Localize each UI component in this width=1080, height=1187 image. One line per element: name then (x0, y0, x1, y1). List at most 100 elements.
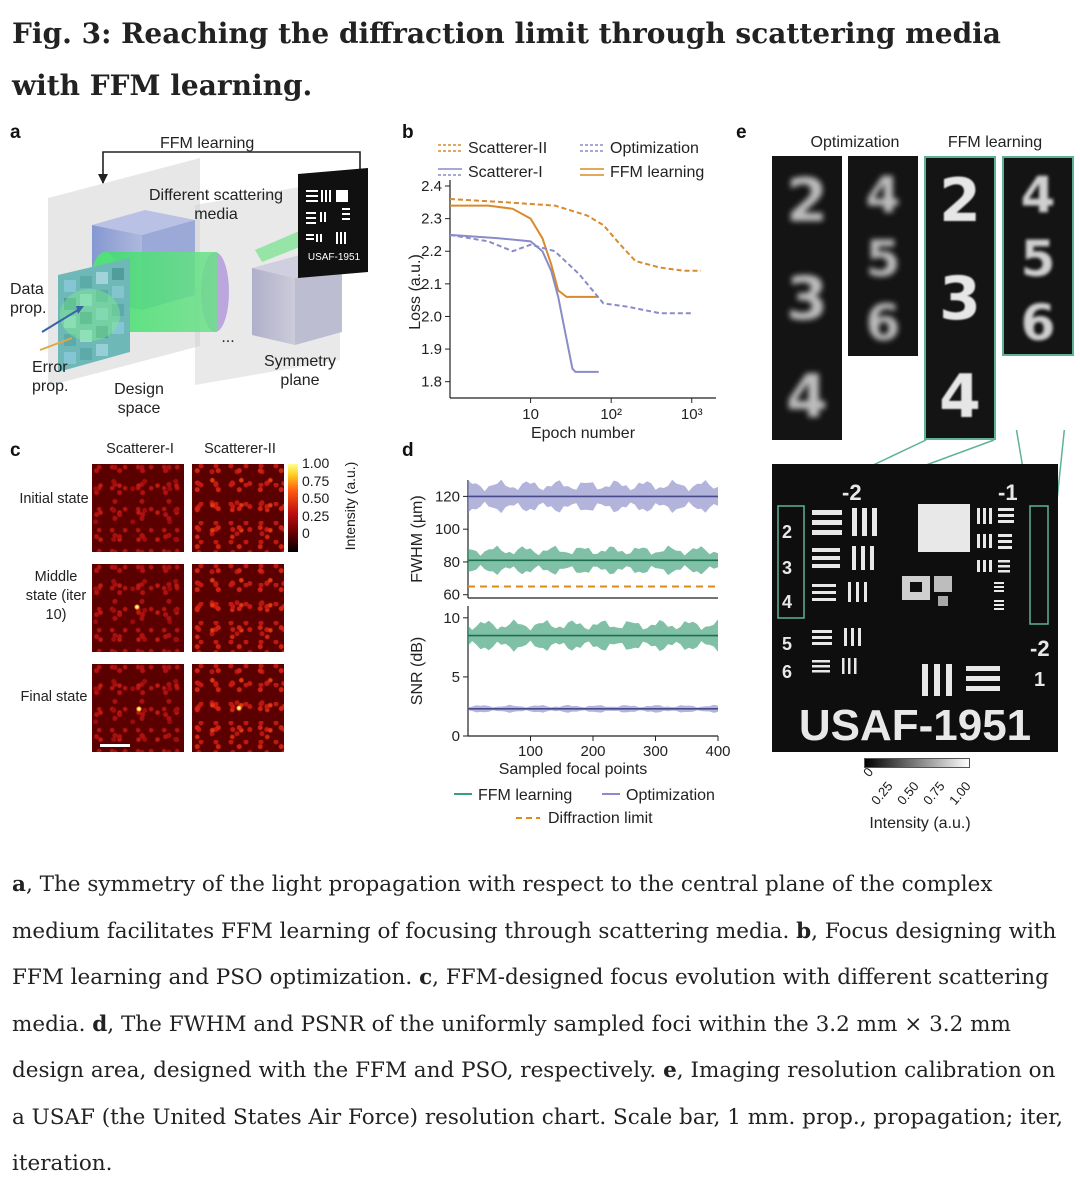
cbar-tick: 0 (302, 525, 310, 541)
arrow-down-icon (98, 174, 108, 184)
y-tick-label: 5 (452, 669, 460, 686)
panel-a-letter: a (10, 122, 21, 143)
usaf-group-neg1: -1 (998, 480, 1018, 505)
usaf-right-1: 1 (1034, 669, 1045, 691)
digit: 4 (865, 166, 901, 224)
usaf-element-2: 2 (782, 522, 792, 542)
final-state-label: Final state (20, 689, 88, 705)
x-tick-label: 10³ (681, 406, 703, 423)
panel-d-fwhm-snr-chart: 120 100 80 60 10 5 0 100 200 300 400 Sampled focal … (409, 479, 731, 778)
digit: 6 (1020, 294, 1056, 352)
figure-title: Fig. 3: Reaching the diffraction limit t… (12, 17, 1001, 102)
focus-spot (236, 705, 242, 711)
cbar-tick: 0.75 (302, 472, 330, 489)
scatterer-1-col: Scatterer-I (106, 441, 174, 457)
scale-bar (100, 744, 130, 747)
x-axis-label: Epoch number (531, 425, 636, 442)
digit: 3 (786, 264, 828, 334)
x-axis-label: Sampled focal points (499, 761, 648, 778)
x-tick-label: 200 (580, 743, 605, 760)
panel-c-colorbar-ticks: 1.00 0.75 0.50 0.25 0 (302, 455, 329, 543)
focus-spot (135, 705, 143, 713)
symmetry-plane-label: Symmetry plane (264, 353, 336, 389)
ffm-learning-label: FFM learning (160, 135, 255, 152)
panel-c-colorbar (288, 464, 298, 552)
opt-digits-tile-2: 4 5 6 (848, 156, 918, 356)
digit: 3 (939, 264, 981, 334)
y-tick-label: 2.2 (421, 243, 442, 260)
usaf-group-neg2: -2 (842, 480, 862, 505)
usaf-element-6: 6 (782, 662, 792, 682)
panel-c-letter: c (10, 440, 21, 461)
heatmap-final-scatterer-1 (92, 664, 184, 752)
different-media-label: Different scattering media (149, 187, 283, 223)
data-prop-label: Data prop. (10, 281, 47, 317)
series-line-0 (450, 204, 599, 298)
ffm-learning-col-label: FFM learning (947, 134, 1043, 151)
middle-state-label: Middle state (iter 10) (25, 569, 87, 623)
legend-ffm-learning: FFM learning (478, 787, 572, 804)
heatmap-middle-scatterer-1 (92, 564, 184, 652)
digit: 5 (865, 230, 901, 288)
y-tick-label: 1.9 (421, 341, 442, 358)
digit: 4 (1020, 166, 1056, 224)
caption-a-text: , The symmetry of the light propagation … (12, 872, 993, 944)
opt-digits-tile-1: 2 3 4 (772, 156, 842, 440)
x-tick-label: 100 (518, 743, 543, 760)
error-prop-label: Error prop. (32, 359, 69, 395)
usaf-chart-image: -2 -1 2 3 4 5 6 -2 1 USAF-1951 (772, 464, 1058, 752)
digit: 4 (939, 362, 981, 432)
caption-c-letter: c (419, 965, 433, 990)
usaf-element-5: 5 (782, 634, 792, 654)
caption-d-letter: d (92, 1011, 108, 1037)
initial-state-label: Initial state (19, 491, 89, 507)
ffm-digits-tile-1: 2 3 4 (924, 156, 996, 440)
y-tick-label: 80 (443, 554, 460, 571)
panel-e-colorbar-label: Intensity (a.u.) (869, 815, 971, 832)
digit: 2 (939, 166, 981, 236)
cbar-tick: 0.50 (302, 490, 330, 506)
usaf-1951-text: USAF-1951 (799, 701, 1031, 750)
series-line-1 (449, 198, 701, 272)
cbar-tick: 0.75 (920, 778, 948, 808)
y-tick-label: 0 (452, 728, 460, 745)
y-tick-label: 100 (435, 521, 460, 538)
y-axis-label: Loss (a.u.) (407, 254, 424, 330)
caption-b-text: , Focus designing with FFM learning and … (12, 918, 1057, 991)
y-tick-label: 10 (443, 610, 460, 627)
panel-b-letter: b (402, 122, 414, 143)
panel-d-letter: d (402, 440, 414, 461)
x-tick-label: 300 (643, 743, 668, 760)
y-tick-label: 2.0 (421, 308, 442, 325)
panel-a-illustration: USAF-1951 ... (39, 151, 368, 386)
usaf-element-4: 4 (782, 592, 792, 612)
y-axis-label-bottom: SNR (dB) (409, 637, 426, 705)
ffm-digits-tile-2: 4 5 6 (1002, 156, 1074, 356)
x-tick-label: 10 (522, 406, 539, 423)
cbar-tick: 1.00 (302, 455, 330, 471)
scatterer-2-col: Scatterer-II (204, 441, 276, 457)
panel-d-legend: FFM learning Optimization Diffraction li… (454, 787, 715, 826)
caption-e-text: , Imaging resolution calibration on a US… (12, 1058, 1063, 1176)
usaf-right-neg2: -2 (1030, 636, 1050, 661)
caption-e-letter: e (663, 1058, 677, 1083)
y-tick-label: 60 (443, 587, 460, 604)
panel-e-letter: e (736, 122, 747, 143)
x-tick-label: 10² (600, 406, 622, 423)
legend-entry: FFM learning (610, 164, 704, 181)
arrow-right-icon (76, 306, 84, 314)
caption-b-letter: b (796, 918, 812, 944)
y-tick-label: 120 (435, 488, 460, 505)
focus-spot (134, 604, 140, 610)
panel-e-colorbar-ticks: 0 0.25 0.50 0.75 1.00 (860, 764, 990, 810)
heatmap-initial-scatterer-1 (92, 464, 184, 552)
x-tick-label: 400 (705, 743, 730, 760)
cbar-tick: 1.00 (946, 778, 974, 808)
digit: 6 (865, 294, 901, 352)
caption-c-text: , FFM-designed focus evolution with diff… (12, 965, 1049, 1037)
usaf-element-3: 3 (782, 558, 792, 578)
cbar-tick: 0.50 (894, 778, 922, 808)
legend-entry: Optimization (610, 140, 699, 157)
legend-diffraction-limit: Diffraction limit (548, 810, 653, 826)
legend-optimization: Optimization (626, 787, 715, 804)
